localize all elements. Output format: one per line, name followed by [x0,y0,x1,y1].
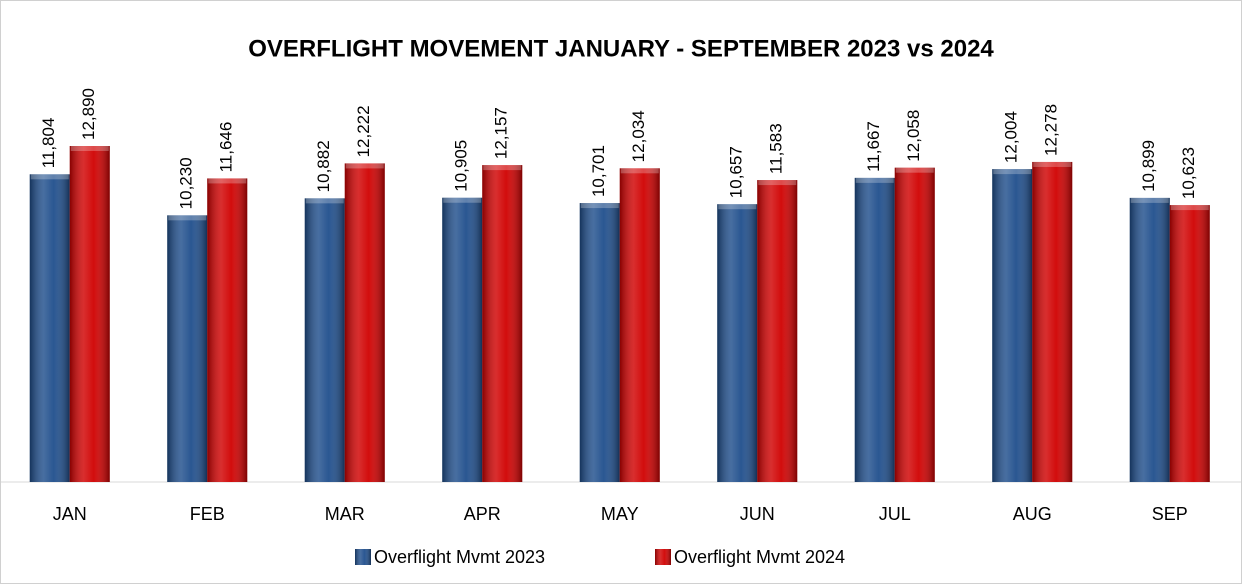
x-tick-label: JUN [740,504,775,524]
legend-label: Overflight Mvmt 2023 [374,547,545,567]
bar-shine [207,178,248,482]
data-label: 11,667 [864,121,883,172]
bar-shine [442,197,483,482]
bar-shine [69,146,110,482]
bar-cap [718,204,757,210]
data-label: 10,230 [177,157,196,209]
data-label: 12,278 [1042,104,1061,156]
bar-shine [1129,197,1170,482]
bar-shine [894,167,935,483]
x-tick-label: FEB [190,504,225,524]
chart-title: OVERFLIGHT MOVEMENT JANUARY - SEPTEMBER … [248,35,994,62]
bar-shine [579,203,620,482]
bar-shine [29,174,70,482]
bar-cap [758,180,797,186]
data-label: 11,583 [767,123,786,174]
data-label: 11,646 [217,122,236,173]
data-label: 12,890 [79,88,98,140]
bar-cap [1170,205,1209,211]
bar-cap [993,169,1032,175]
bar-cap [483,165,522,171]
bar-cap [30,174,69,180]
bar-cap [580,203,619,209]
x-tick-label: AUG [1013,504,1052,524]
bar-cap [70,146,109,151]
data-label: 11,804 [39,118,58,169]
x-tick-label: SEP [1152,504,1188,524]
data-label: 10,905 [452,140,471,192]
data-label: 10,657 [727,146,746,198]
data-label: 12,058 [904,110,923,162]
x-tick-label: APR [464,504,501,524]
data-label: 12,034 [629,110,648,162]
bar-cap [345,163,384,169]
bar-cap [208,178,247,184]
data-label: 10,623 [1179,147,1198,199]
legend-label: Overflight Mvmt 2024 [674,547,845,567]
x-tick-label: JAN [53,504,87,524]
legend-swatch-shine [655,549,671,565]
x-tick-label: MAY [601,504,639,524]
bar-cap [443,197,482,203]
bar-cap [620,168,659,174]
bar-cap [305,198,344,204]
x-tick-label: MAR [325,504,365,524]
bar-shine [854,177,895,483]
bar-cap [895,167,934,173]
data-label: 12,004 [1002,111,1021,163]
data-label: 10,882 [314,140,333,192]
bar-shine [717,204,758,483]
bar-shine [167,215,208,482]
bar-shine [482,165,523,482]
data-label: 10,701 [589,145,608,197]
bar-cap [168,215,207,221]
bar-shine [1032,161,1073,483]
bar-cap [1033,161,1072,167]
data-label: 10,899 [1139,140,1158,192]
bar-shine [344,163,385,482]
data-label: 12,157 [492,107,511,159]
bar-shine [619,168,660,482]
bar-cap [1130,197,1169,203]
legend-swatch-shine [355,549,371,565]
bar-cap [855,177,894,183]
bar-shine [757,180,798,482]
data-label: 12,222 [354,105,373,157]
bar-shine [992,169,1033,483]
x-tick-label: JUL [879,504,911,524]
bar-shine [304,198,345,482]
bar-shine [1169,205,1210,482]
